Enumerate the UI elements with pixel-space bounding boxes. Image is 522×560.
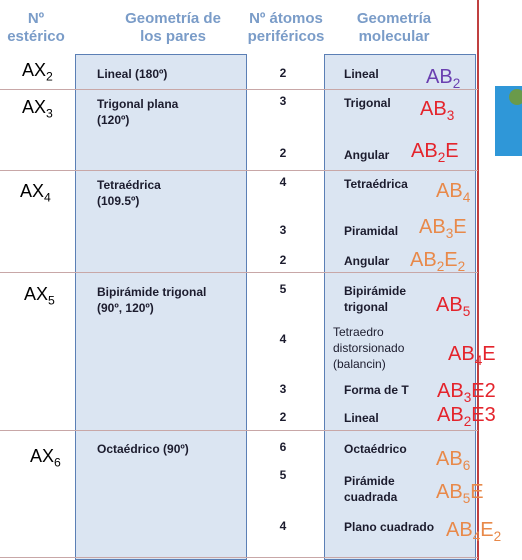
molecular-geometry: Lineal — [344, 411, 379, 425]
steric-number: AX3 — [22, 97, 53, 121]
atom-count: 3 — [279, 223, 287, 237]
header-molecular-geometry: Geometría molecular — [356, 10, 432, 45]
atom-count: 5 — [279, 282, 287, 296]
atom-count: 4 — [279, 332, 287, 346]
atom-count: 5 — [279, 468, 287, 482]
molecular-geometry: Tetraédrica — [344, 177, 408, 191]
ab-notation: AB3 — [420, 98, 455, 123]
ab-notation: AB4E — [448, 343, 496, 368]
ab-notation: AB2E — [411, 140, 459, 165]
molecular-geometry: Tetraedro distorsionado (balancin) — [333, 325, 405, 371]
atom-count: 2 — [279, 146, 287, 160]
ab-notation: AB4E2 — [446, 519, 502, 544]
pair-geometry: Octaédrico (90º) — [97, 442, 189, 456]
pair-geometry-column — [75, 54, 247, 560]
ab-notation: AB6 — [436, 448, 471, 473]
header-pair-geometry: Geometría de los pares — [125, 10, 221, 45]
steric-number: AX5 — [24, 284, 55, 308]
divider — [0, 430, 478, 431]
pair-geometry: Lineal (180º) — [97, 67, 168, 81]
green-dot-decoration — [509, 89, 522, 105]
pair-geometry: Trigonal plana (120º) — [97, 97, 179, 127]
header-peripheral-atoms: Nº átomos periféricos — [247, 10, 325, 45]
ab-notation: AB3E — [419, 216, 467, 241]
ab-notation: AB4 — [436, 180, 471, 205]
molecular-geometry: Bipirámide trigonal — [344, 284, 407, 314]
steric-number: AX4 — [20, 181, 51, 205]
atom-count: 4 — [279, 175, 287, 189]
divider — [0, 170, 478, 171]
atom-count: 3 — [279, 94, 287, 108]
molecular-geometry: Plano cuadrado — [344, 520, 435, 534]
ab-notation: AB2E3 — [437, 404, 496, 429]
pair-geometry: Bipirámide trigonal (90º, 120º) — [97, 285, 207, 315]
molecular-geometry: Lineal — [344, 67, 379, 81]
divider — [0, 89, 478, 90]
molecular-geometry: Pirámide cuadrada — [344, 474, 398, 504]
ab-notation: AB5E — [436, 481, 484, 506]
molecular-geometry: Forma de T — [344, 383, 409, 397]
molecular-geometry: Angular — [344, 148, 390, 162]
atom-count: 2 — [279, 66, 287, 80]
steric-number: AX6 — [30, 446, 61, 470]
steric-number: AX2 — [22, 60, 53, 84]
ab-notation: AB3E2 — [437, 380, 496, 405]
atom-count: 3 — [279, 382, 287, 396]
right-border-line — [477, 0, 479, 560]
ab-notation: AB2 — [426, 66, 461, 91]
molecular-geometry: Trigonal — [344, 96, 391, 110]
header-steric-number: Nº estérico — [7, 10, 65, 45]
molecular-geometry: Angular — [344, 254, 390, 268]
atom-count: 6 — [279, 440, 287, 454]
molecular-geometry: Octaédrico — [344, 442, 407, 456]
atom-count: 2 — [279, 410, 287, 424]
atom-count: 2 — [279, 253, 287, 267]
ab-notation: AB5 — [436, 294, 471, 319]
pair-geometry: Tetraédrica (109.5º) — [97, 178, 161, 208]
ab-notation: AB2E2 — [410, 249, 466, 274]
molecular-geometry: Piramidal — [344, 224, 399, 238]
divider — [0, 272, 478, 273]
divider — [0, 557, 478, 558]
atom-count: 4 — [279, 519, 287, 533]
